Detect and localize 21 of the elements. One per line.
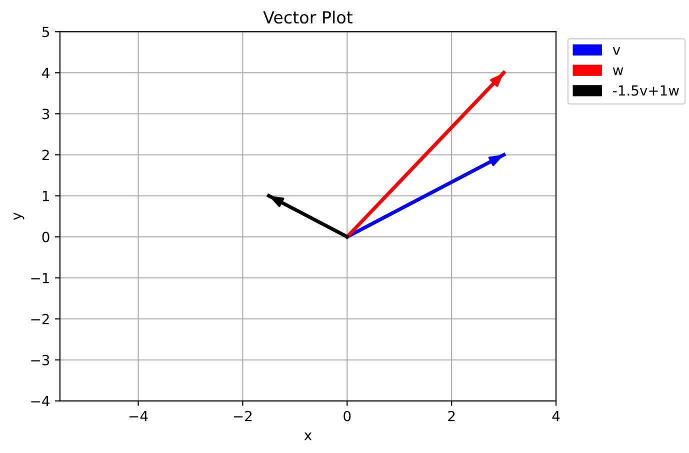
y-axis-title: y [14, 212, 24, 220]
legend-label: -1.5v+1w [613, 85, 679, 96]
y-tick-label: −1 [31, 272, 49, 284]
y-tick-label: −3 [31, 354, 50, 366]
y-tick-label: 0 [42, 232, 50, 242]
y-tick-label: 5 [42, 26, 50, 38]
x-axis-title: x [304, 432, 312, 440]
y-tick-label: 4 [42, 68, 50, 78]
y-tick-label: 2 [42, 150, 49, 160]
x-tick-label: 2 [448, 410, 455, 422]
x-tick-label: −4 [130, 411, 148, 422]
y-tick-label: −2 [31, 314, 49, 324]
x-tick-label: −2 [234, 410, 252, 422]
x-tick-label: 4 [552, 411, 560, 422]
y-tick-label: −4 [31, 396, 50, 406]
legend-label: w [612, 68, 624, 76]
x-tick-label: 0 [344, 410, 351, 422]
y-tick-label: 1 [42, 190, 49, 202]
legend-label: v [612, 47, 620, 55]
chart-title: Vector Plot [263, 10, 352, 24]
y-tick-label: 3 [42, 108, 50, 120]
